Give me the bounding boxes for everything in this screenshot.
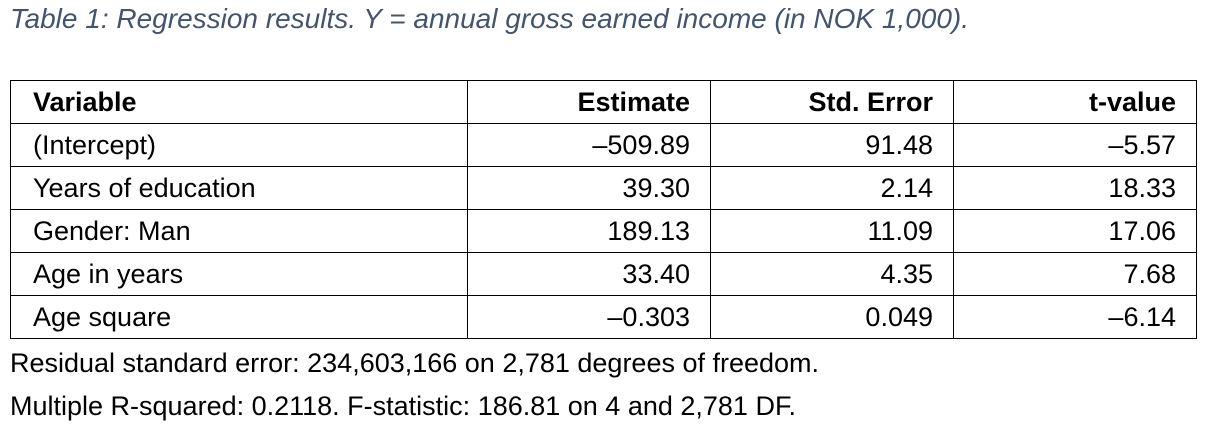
regression-table: Variable Estimate Std. Error t-value (In… bbox=[10, 80, 1197, 339]
t-value-cell: –5.57 bbox=[953, 123, 1197, 167]
std-error-cell: 2.14 bbox=[710, 166, 954, 210]
estimate-cell: 189.13 bbox=[467, 209, 711, 253]
table-row: Gender: Man 189.13 11.09 17.06 bbox=[10, 209, 1197, 253]
t-value-cell: 17.06 bbox=[953, 209, 1197, 253]
estimate-cell: 33.40 bbox=[467, 252, 711, 296]
std-error-cell: 11.09 bbox=[710, 209, 954, 253]
variable-cell: Gender: Man bbox=[10, 209, 468, 253]
header-t-value: t-value bbox=[953, 80, 1197, 124]
variable-cell: Age square bbox=[10, 295, 468, 339]
model-fit-note: Multiple R-squared: 0.2118. F-statistic:… bbox=[10, 391, 796, 421]
table-row: Age in years 33.40 4.35 7.68 bbox=[10, 252, 1197, 296]
table-row: Years of education 39.30 2.14 18.33 bbox=[10, 166, 1197, 210]
std-error-cell: 0.049 bbox=[710, 295, 954, 339]
header-variable: Variable bbox=[10, 80, 468, 124]
std-error-cell: 91.48 bbox=[710, 123, 954, 167]
estimate-cell: –0.303 bbox=[467, 295, 711, 339]
residual-error-note: Residual standard error: 234,603,166 on … bbox=[10, 348, 820, 378]
variable-cell: Years of education bbox=[10, 166, 468, 210]
std-error-cell: 4.35 bbox=[710, 252, 954, 296]
t-value-cell: 7.68 bbox=[953, 252, 1197, 296]
estimate-cell: 39.30 bbox=[467, 166, 711, 210]
variable-cell: (Intercept) bbox=[10, 123, 468, 167]
table-caption: Table 1: Regression results. Y = annual … bbox=[10, 3, 970, 34]
t-value-cell: 18.33 bbox=[953, 166, 1197, 210]
variable-cell: Age in years bbox=[10, 252, 468, 296]
table-header-row: Variable Estimate Std. Error t-value bbox=[10, 80, 1197, 124]
table-row: (Intercept) –509.89 91.48 –5.57 bbox=[10, 123, 1197, 167]
t-value-cell: –6.14 bbox=[953, 295, 1197, 339]
table-row: Age square –0.303 0.049 –6.14 bbox=[10, 295, 1197, 339]
header-estimate: Estimate bbox=[467, 80, 711, 124]
estimate-cell: –509.89 bbox=[467, 123, 711, 167]
header-std-error: Std. Error bbox=[710, 80, 954, 124]
